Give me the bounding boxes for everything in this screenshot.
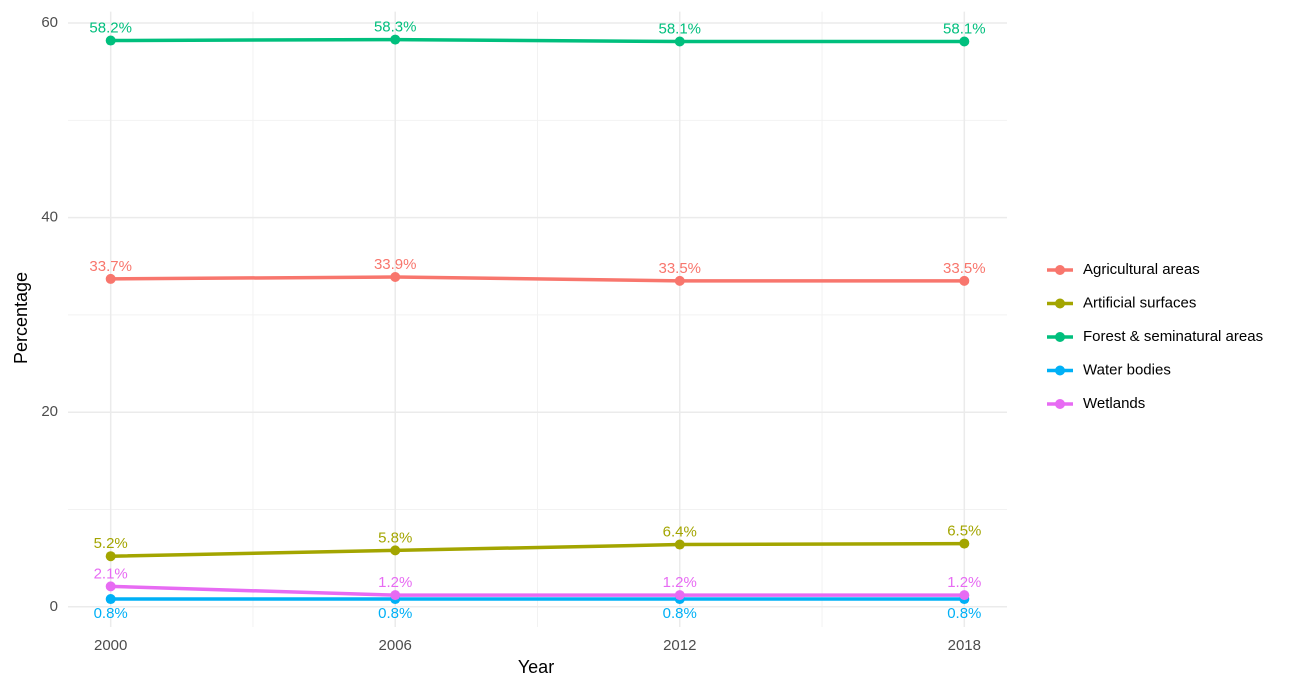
legend-marker	[1055, 399, 1065, 409]
data-label: 58.2%	[89, 20, 132, 37]
data-point	[959, 36, 970, 47]
legend-marker	[1055, 298, 1065, 309]
data-label: 2.1%	[94, 565, 128, 582]
series-line	[110, 275, 965, 283]
x-tick-label: 2000	[94, 637, 127, 654]
data-point	[105, 551, 116, 562]
data-point	[959, 590, 970, 601]
data-label: 6.4%	[663, 524, 697, 541]
legend-marker	[1055, 265, 1065, 275]
data-label: 5.2%	[94, 535, 128, 552]
data-point	[390, 545, 401, 556]
data-label: 33.5%	[658, 260, 701, 277]
y-tick-label: 60	[41, 14, 58, 31]
y-axis-title: Percentage	[11, 272, 31, 364]
data-label: 0.8%	[663, 605, 697, 622]
y-tick-label: 40	[41, 209, 58, 226]
x-tick-label: 2012	[663, 637, 696, 654]
legend-label: Agricultural areas	[1083, 261, 1200, 278]
data-point	[390, 590, 401, 601]
data-label: 0.8%	[947, 605, 981, 622]
data-label: 0.8%	[378, 605, 412, 622]
data-label: 5.8%	[378, 529, 412, 546]
grid	[68, 11, 1007, 627]
x-tick-label: 2006	[379, 637, 412, 654]
data-label: 1.2%	[378, 574, 412, 591]
data-label: 1.2%	[947, 574, 981, 591]
data-label: 33.7%	[89, 258, 132, 275]
data-point	[390, 271, 401, 282]
data-label: 0.8%	[94, 605, 128, 622]
data-point	[105, 581, 116, 592]
data-label: 33.9%	[374, 256, 417, 273]
data-label: 58.1%	[658, 20, 701, 37]
data-label: 58.1%	[943, 20, 986, 37]
data-point	[390, 34, 401, 45]
data-point	[105, 35, 116, 46]
series-line	[110, 37, 965, 44]
series-line	[110, 584, 965, 597]
data-label: 33.5%	[943, 260, 986, 277]
legend-marker	[1055, 365, 1065, 376]
x-tick-label: 2018	[948, 637, 981, 654]
data-point	[674, 539, 685, 550]
data-label: 6.5%	[947, 523, 981, 540]
data-point	[105, 273, 116, 284]
y-tick-label: 0	[50, 598, 58, 615]
y-tick-label: 20	[41, 403, 58, 420]
data-point	[674, 36, 685, 47]
legend-label: Wetlands	[1083, 395, 1145, 412]
data-point	[959, 275, 970, 286]
x-axis-title: Year	[518, 657, 554, 677]
data-point	[959, 538, 970, 549]
legend-label: Forest & seminatural areas	[1083, 328, 1263, 345]
legend-marker	[1055, 332, 1065, 342]
data-point	[674, 590, 685, 601]
data-label: 1.2%	[663, 574, 697, 591]
data-point	[674, 275, 685, 286]
legend-label: Water bodies	[1083, 361, 1171, 378]
legend-label: Artificial surfaces	[1083, 294, 1196, 311]
data-label: 58.3%	[374, 19, 417, 36]
data-point	[105, 594, 116, 605]
series-line	[110, 541, 965, 558]
